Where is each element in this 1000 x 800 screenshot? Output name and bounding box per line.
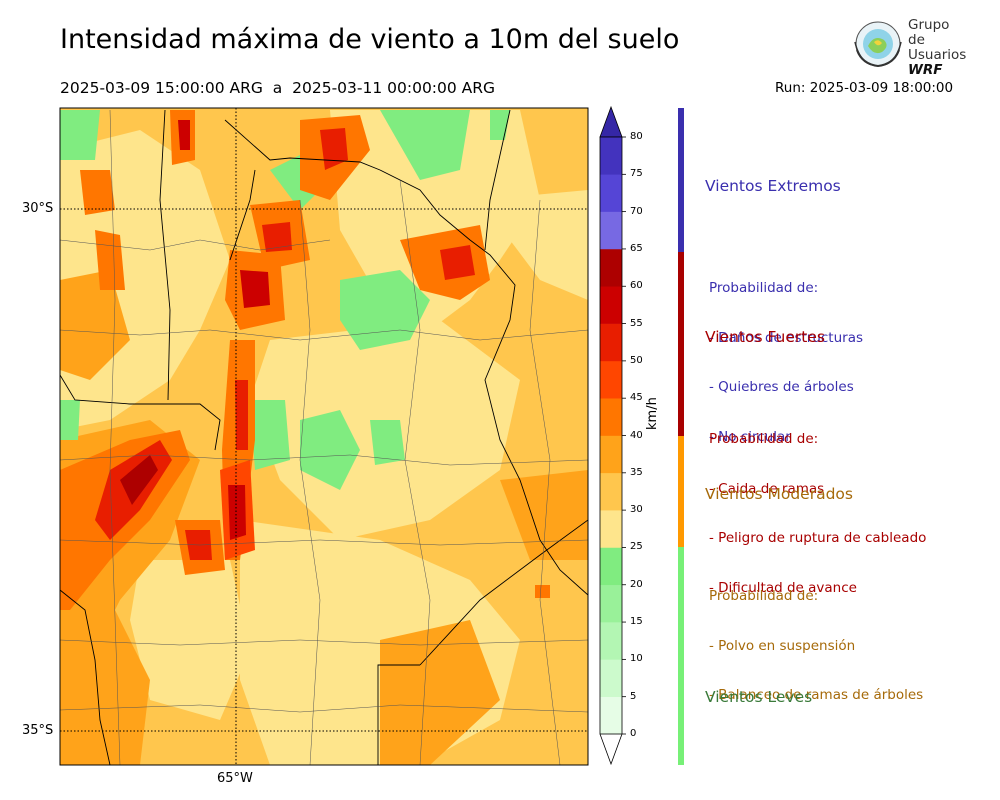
category-title: Vientos Extremos (705, 177, 841, 195)
colorbar-tick-label: 25 (630, 541, 643, 553)
category-desc-header: Probabilidad de: (709, 588, 819, 604)
grupo-usuarios-wrf-logo: Grupo de Usuarios WRF (848, 16, 968, 78)
colorbar-tick-label: 45 (630, 392, 643, 404)
colorbar-segment (600, 435, 622, 474)
category-item: - Polvo en suspensión (709, 637, 856, 654)
colorbar-under-extend (599, 733, 623, 766)
logo-line-3: WRF (908, 62, 943, 78)
map-frame (59, 107, 589, 766)
wind-field (60, 108, 588, 765)
colorbar-tick-label: 50 (630, 354, 643, 366)
colorbar-tick-label: 40 (630, 429, 643, 441)
colorbar-segment (600, 174, 622, 212)
date-range: 2025-03-09 15:00:00 ARG a 2025-03-11 00:… (60, 79, 496, 97)
lon-label-65w: 65°W (217, 771, 253, 786)
category-desc-header: Probabilidad de: (709, 431, 819, 447)
colorbar-tick-label: 35 (630, 466, 643, 478)
colorbar-segment (600, 360, 622, 399)
colorbar-tick-label: 55 (630, 317, 643, 329)
category-extremos: Vientos Extremos Probabilidad de: - Daño… (705, 139, 863, 497)
colorbar (599, 105, 626, 766)
category-bar-moderados (678, 436, 684, 547)
category-title: Vientos Moderados (705, 485, 853, 503)
category-leves: Vientos Leves (705, 650, 812, 725)
colorbar-tick-label: 60 (630, 280, 643, 292)
category-item: - Quiebres de árboles (709, 379, 854, 395)
colorbar-segment (600, 398, 622, 436)
colorbar-segment (600, 659, 622, 697)
colorbar-segment (600, 472, 622, 511)
colorbar-unit-label: km/h (645, 397, 660, 430)
category-desc-header: Probabilidad de: (709, 280, 819, 296)
lat-label-35s: 35°S (22, 723, 54, 738)
category-item: - Caida de ramas (709, 480, 825, 497)
colorbar-segment (600, 696, 622, 735)
category-item: - Dificultad de avance (709, 579, 857, 596)
category-fuertes: Vientos Fuertes Probabilidad de: - Caida… (705, 290, 926, 648)
category-title: Vientos Fuertes (705, 328, 825, 346)
chart-title: Intensidad máxima de viento a 10m del su… (60, 24, 680, 55)
category-title: Vientos Leves (705, 688, 813, 706)
colorbar-tick-label: 15 (630, 616, 643, 628)
colorbar-tick-label: 75 (630, 168, 643, 180)
colorbar-segment (600, 510, 622, 548)
category-bar-extremos (678, 108, 684, 252)
category-bar-fuertes (678, 252, 684, 436)
colorbar-segment (600, 622, 622, 660)
lat-label-30s: 30°S (22, 201, 54, 216)
globe-logo-icon (854, 21, 902, 68)
colorbar-over-extend (599, 105, 623, 138)
colorbar-segment (600, 137, 622, 175)
graticule (60, 108, 588, 765)
logo-line-2: Usuarios (908, 47, 967, 63)
colorbar-segment (600, 323, 622, 362)
colorbar-tick-label: 20 (630, 578, 643, 590)
category-item: - Daños de estructuras (709, 329, 864, 346)
colorbar-segment (600, 547, 622, 586)
province-borders (60, 109, 588, 765)
colorbar-segment (600, 286, 622, 324)
wind-map (59, 107, 589, 766)
colorbar-tick-label: 30 (630, 504, 643, 516)
colorbar-tick-label: 0 (630, 728, 637, 739)
category-bar-leves (678, 547, 684, 765)
category-moderados: Vientos Moderados Probabilidad de: - Pol… (705, 447, 923, 756)
category-item: - Peligro de ruptura de cableado (709, 530, 927, 546)
department-borders (60, 109, 588, 765)
colorbar-tick-label: 70 (630, 205, 643, 217)
colorbar-tick-label: 5 (630, 690, 637, 702)
colorbar-segment (600, 211, 622, 250)
colorbar-tick-label: 80 (630, 131, 643, 142)
colorbar-segment (600, 248, 622, 287)
category-item: - No circular (709, 428, 791, 445)
colorbar-tick-label: 65 (630, 242, 643, 254)
logo-line-1: Grupo de (908, 17, 950, 48)
colorbar-segment (600, 584, 622, 623)
run-time: Run: 2025-03-09 18:00:00 (775, 80, 954, 96)
colorbar-tick-label: 10 (630, 653, 643, 665)
category-item: - Balanceo de ramas de árboles (709, 687, 924, 703)
